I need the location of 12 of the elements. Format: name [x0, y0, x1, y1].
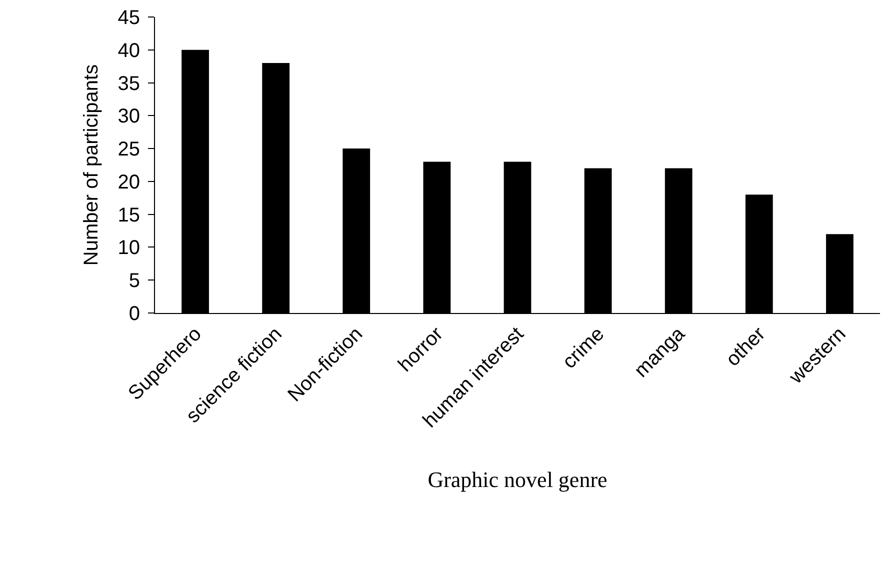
y-tick-label: 15 — [118, 204, 140, 226]
y-tick-label: 0 — [128, 303, 140, 325]
y-tick-label: 45 — [118, 7, 140, 29]
y-tick-label: 35 — [118, 72, 140, 95]
y-tick-label: 25 — [118, 138, 140, 161]
y-tick-label: 10 — [118, 237, 140, 260]
y-tick-label: 40 — [118, 40, 140, 62]
y-axis-title: Number of participants — [80, 64, 102, 266]
y-tick-label: 30 — [118, 106, 140, 128]
y-tick-label: 20 — [118, 171, 140, 194]
y-tick-label: 5 — [128, 270, 140, 292]
x-axis-title: Graphic novel genre — [428, 467, 608, 492]
